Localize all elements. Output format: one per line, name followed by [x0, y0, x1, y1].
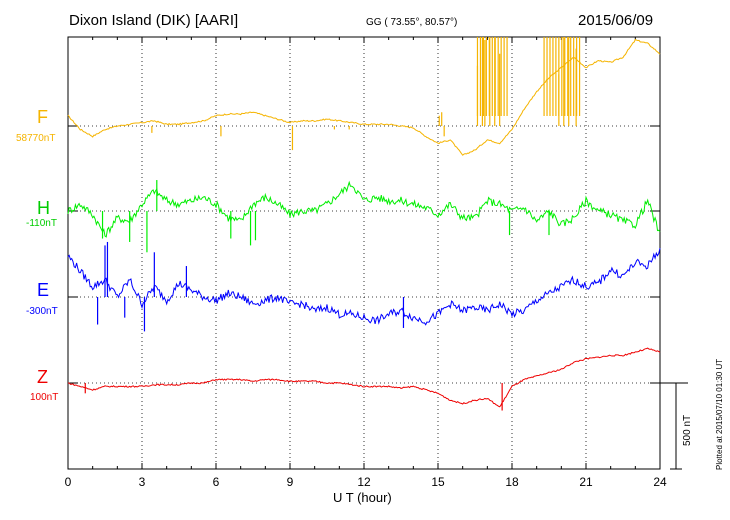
x-tick-label: 9	[287, 475, 294, 489]
x-tick-label: 6	[213, 475, 220, 489]
x-axis-label: U T (hour)	[333, 490, 392, 505]
channel-e-label: E	[37, 280, 50, 300]
x-tick-label: 0	[65, 475, 72, 489]
series-z-line	[67, 347, 661, 408]
series-h-line	[67, 180, 661, 238]
x-tick-label: 18	[505, 475, 519, 489]
scale-bar-label: 500 nT	[682, 414, 693, 446]
channel-z-baseline: 100nT	[30, 392, 59, 403]
station-title: Dixon Island (DIK) [AARI]	[69, 12, 239, 29]
channel-z-label: Z	[37, 367, 48, 387]
channel-e-baseline: -300nT	[26, 306, 58, 317]
x-tick-label: 24	[653, 475, 667, 489]
plot-date: 2015/06/09	[578, 12, 654, 29]
channel-f-baseline: 58770nT	[16, 133, 56, 144]
channel-h-baseline: -110nT	[26, 218, 57, 229]
x-tick-label: 21	[579, 475, 593, 489]
channel-h-label: H	[37, 198, 50, 218]
x-tick-label: 3	[139, 475, 146, 489]
x-tick-label: 15	[431, 475, 445, 489]
x-tick-label: 12	[357, 475, 371, 489]
plotted-timestamp: Plotted at 2015/07/10 01:30 UT	[715, 358, 724, 470]
series-e-line	[67, 247, 661, 326]
geo-coordinates: GG ( 73.55°, 80.57°)	[366, 17, 458, 28]
channel-f-label: F	[37, 107, 48, 127]
